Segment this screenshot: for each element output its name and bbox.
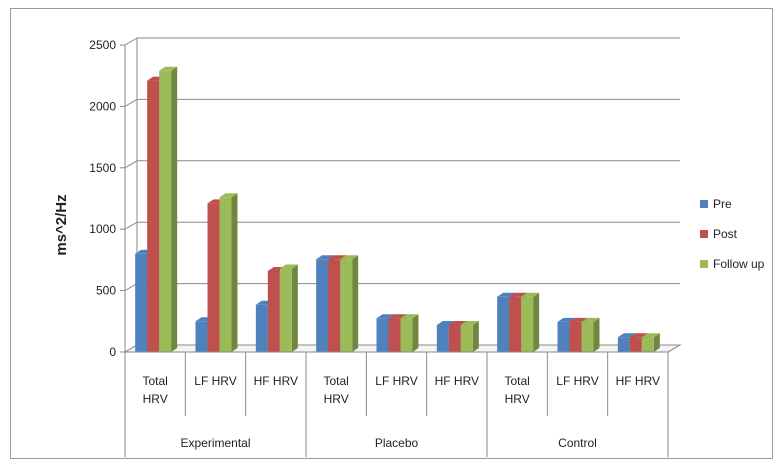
bar	[388, 318, 401, 352]
x-tick-label: HF HRV	[435, 374, 479, 388]
x-tick-label: HRV	[324, 392, 349, 406]
bar	[135, 253, 148, 352]
group-label: Control	[558, 436, 597, 450]
x-tick-label: LF HRV	[375, 374, 417, 388]
bar-side	[412, 314, 419, 352]
bar-top	[279, 264, 298, 269]
bar-top	[219, 193, 238, 198]
bar	[569, 321, 582, 352]
bar	[497, 296, 510, 352]
x-tick-label: Total	[323, 374, 348, 388]
bar-side	[291, 264, 298, 352]
bar	[641, 337, 654, 352]
bar	[581, 321, 594, 352]
bar	[267, 270, 280, 352]
y-tick-label: 2500	[89, 38, 116, 52]
bar-top	[340, 255, 359, 260]
bar-top	[328, 255, 347, 260]
bar	[448, 324, 461, 352]
legend-swatch	[700, 200, 708, 208]
bar	[207, 203, 220, 352]
legend-label: Post	[713, 227, 738, 241]
bar	[376, 318, 389, 352]
bar-side	[231, 193, 238, 352]
bar	[328, 259, 341, 352]
legend-swatch	[700, 260, 708, 268]
bar	[557, 321, 570, 352]
bar-top	[159, 66, 178, 71]
bar-top	[521, 292, 540, 297]
bar-top	[316, 255, 335, 260]
bar-top	[641, 333, 660, 338]
bar	[617, 337, 630, 352]
bar-side	[171, 66, 178, 353]
bar-top	[497, 292, 516, 297]
legend-label: Pre	[713, 197, 732, 211]
bar	[147, 80, 160, 352]
y-tick-label: 1500	[89, 161, 116, 175]
legend: Pre Post Follow up	[700, 197, 765, 271]
bar	[521, 296, 534, 352]
legend-label: Follow up	[713, 257, 765, 271]
bar	[509, 296, 522, 352]
group-label: Experimental	[180, 436, 250, 450]
gridline-depth	[124, 283, 138, 292]
x-tick-label: HF HRV	[616, 374, 660, 388]
bar-side	[472, 320, 479, 352]
bar-top	[400, 314, 419, 319]
x-axis: Total HRV LF HRV HF HRV Total HRV LF HRV HF HRV…	[124, 344, 681, 457]
bar	[400, 318, 413, 352]
group-label: Placebo	[375, 436, 419, 450]
bar	[436, 324, 449, 352]
gridline-depth	[124, 98, 138, 107]
y-tick-label: 2000	[89, 99, 116, 113]
bar-side	[653, 333, 660, 352]
x-tick-label: HF HRV	[254, 374, 298, 388]
bar-top	[581, 317, 600, 322]
bar	[159, 70, 172, 353]
bars	[135, 66, 660, 353]
bar	[279, 268, 292, 352]
x-tick-label: HRV	[505, 392, 530, 406]
bar	[195, 321, 208, 352]
x-tick-label: HRV	[143, 392, 168, 406]
bar-side	[533, 292, 540, 352]
y-axis: 0 500 1000 1500 2000 2500	[89, 38, 126, 359]
gridline-depth	[124, 221, 138, 230]
legend-swatch	[700, 230, 708, 238]
bar	[629, 337, 642, 352]
x-tick-label: Total	[504, 374, 529, 388]
bar	[219, 197, 232, 352]
y-tick-label: 1000	[89, 222, 116, 236]
bar	[460, 324, 473, 352]
x-tick-label: LF HRV	[194, 374, 236, 388]
x-tick-label: LF HRV	[556, 374, 598, 388]
gridline-depth	[124, 37, 138, 46]
y-axis-label: ms^2/Hz	[53, 194, 70, 255]
y-tick-label: 0	[109, 345, 116, 359]
bar	[316, 259, 329, 352]
y-tick-label: 500	[96, 284, 116, 298]
x-tick-label: Total	[142, 374, 167, 388]
gridline-depth	[124, 160, 138, 169]
x-axis-depth	[667, 344, 681, 353]
bar	[255, 304, 268, 352]
bar-side	[352, 255, 359, 352]
bar	[340, 259, 353, 352]
bar-top	[460, 320, 479, 325]
bar-side	[593, 317, 600, 352]
